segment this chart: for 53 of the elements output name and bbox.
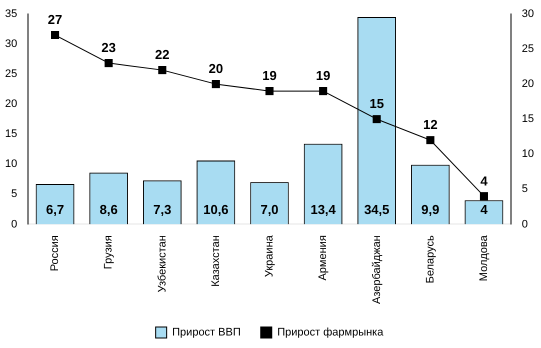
y-tick-label: 35: [4, 8, 18, 20]
point: [212, 80, 220, 88]
data-label: 7,0: [260, 202, 279, 217]
y-tick-label: 10: [4, 158, 18, 170]
x-tick-label: Узбекистан: [156, 235, 168, 292]
x-tick-label: Украина: [264, 234, 276, 278]
point: [51, 30, 60, 40]
x-tick-label: Азербайджан: [370, 235, 383, 304]
data-label: 7,3: [153, 202, 172, 217]
y-tick-label: 0: [11, 218, 18, 230]
y-tick-label: 15: [4, 128, 18, 140]
data-label: 9,9: [421, 202, 440, 217]
data-label: 6,7: [46, 202, 64, 217]
data-label: 22: [155, 47, 170, 62]
y-tick-label: 25: [4, 68, 18, 80]
point: [372, 115, 381, 124]
data-label: 15: [369, 96, 384, 112]
x-tick-label: Грузия: [102, 235, 115, 270]
point: [104, 59, 113, 68]
x-tick-label: Россия: [49, 235, 62, 272]
x-tick-label: Армения: [317, 235, 330, 281]
data-label: 19: [316, 68, 330, 84]
x-tick-label: Казахстан: [210, 235, 222, 287]
data-label: 13,4: [310, 202, 337, 217]
point: [319, 87, 328, 96]
y2-tick-label: 15: [522, 113, 534, 126]
data-label: 10,6: [203, 202, 229, 217]
point: [158, 66, 166, 74]
data-label: 27: [48, 12, 62, 28]
data-label: 20: [208, 61, 224, 76]
data-label: 4: [480, 202, 488, 217]
data-label: 8,6: [100, 202, 118, 217]
legend-label: Прирост ВВП: [172, 326, 241, 339]
y-tick-label: 30: [4, 38, 18, 50]
y2-tick-label: 20: [522, 78, 534, 90]
y2-tick-label: 10: [522, 148, 534, 160]
x-tick-label: Беларусь: [424, 234, 436, 284]
y2-tick-label: 30: [522, 8, 534, 20]
point: [480, 192, 488, 200]
y2-tick-label: 5: [522, 183, 528, 196]
legend-label: Прирост фармрынка: [277, 326, 384, 339]
y2-tick-label: 0: [522, 218, 528, 230]
point: [265, 87, 274, 96]
x-tick-label: Молдова: [478, 234, 490, 282]
data-label: 34,5: [364, 202, 390, 217]
y-tick-label: 20: [4, 98, 18, 110]
y2-tick-label: 25: [522, 43, 534, 56]
data-label: 4: [480, 173, 488, 188]
data-label: 23: [101, 40, 116, 56]
data-label: 19: [262, 68, 277, 84]
data-label: 12: [423, 117, 438, 132]
y-tick-label: 5: [11, 188, 18, 200]
point: [426, 136, 434, 144]
